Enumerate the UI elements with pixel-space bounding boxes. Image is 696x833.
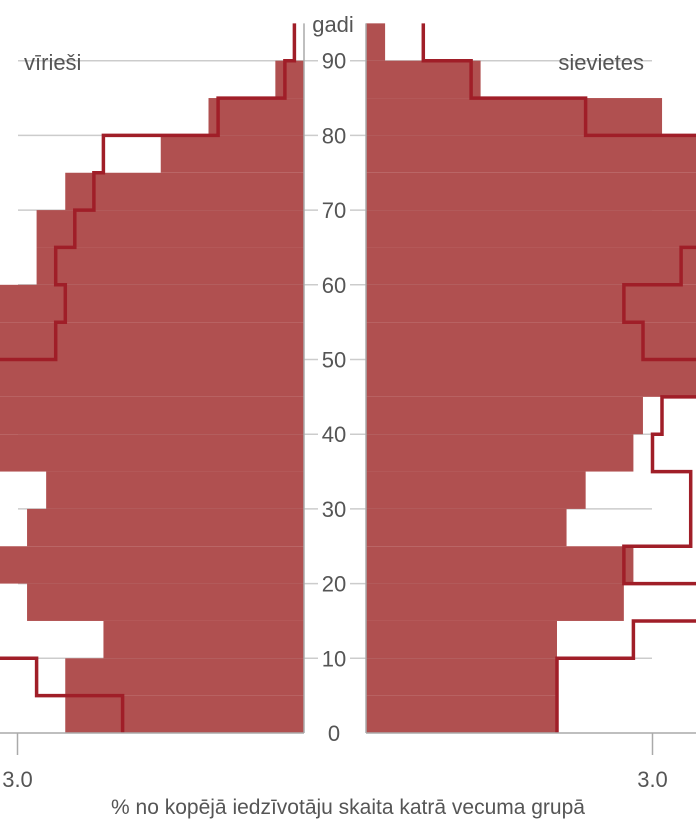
female-outline-line (421, 23, 696, 733)
female-bar-5 (366, 658, 557, 696)
male-bars (0, 60, 305, 733)
female-bar-55 (366, 284, 696, 323)
age-axis-title: gadi (312, 12, 354, 37)
male-bar-0 (65, 695, 304, 733)
male-bar-35 (0, 434, 304, 472)
age-tick-80: 80 (322, 123, 346, 148)
age-tick-70: 70 (322, 198, 346, 223)
female-bar-75 (366, 135, 696, 173)
female-bar-50 (366, 322, 696, 360)
age-tick-bg (318, 123, 350, 148)
age-tick-50: 50 (322, 348, 346, 373)
male-bar-10 (103, 620, 304, 659)
age-tick-bg (318, 721, 350, 745)
male-bar-25 (27, 508, 305, 547)
female-bar-65 (366, 210, 696, 248)
female-bar-20 (366, 546, 634, 584)
female-outline (421, 23, 696, 733)
male-bar-45 (0, 359, 304, 397)
female-bar-15 (366, 583, 624, 621)
female-bar-85 (366, 60, 481, 99)
age-tick-40: 40 (322, 422, 346, 447)
age-tick-bg (318, 198, 350, 223)
age-tick-bg (318, 272, 350, 297)
male-outline-line (0, 23, 297, 733)
age-tick-bg (318, 646, 350, 671)
female-bar-90 (366, 23, 386, 61)
female-bar-25 (366, 508, 567, 547)
male-bar-60 (36, 247, 304, 285)
age-tick-labels: 0 10 20 30 40 50 60 70 80 90 (312, 12, 356, 746)
male-bar-30 (46, 471, 305, 509)
female-bars (366, 23, 696, 733)
male-bar-20 (0, 546, 304, 584)
age-tick-bg (318, 347, 350, 372)
male-bar-85 (275, 60, 304, 99)
female-bar-60 (366, 247, 696, 285)
female-bar-45 (366, 359, 696, 397)
male-bar-15 (27, 583, 305, 621)
male-bar-40 (0, 396, 305, 435)
age-tick-90: 90 (322, 49, 346, 74)
male-bar-70 (65, 172, 304, 211)
female-bar-35 (366, 434, 634, 472)
age-tick-bg (318, 48, 350, 73)
female-bar-70 (366, 172, 696, 211)
male-bar-80 (208, 98, 304, 136)
female-bar-40 (366, 396, 643, 435)
age-tick-bg (318, 422, 350, 447)
female-bar-80 (366, 98, 663, 136)
x-axis: 6.03.03.06.0 (0, 23, 696, 792)
age-tick-0: 0 (328, 721, 340, 746)
female-bar-30 (366, 471, 586, 509)
female-bar-0 (366, 695, 557, 733)
age-tick-bg (318, 571, 350, 596)
male-bar-65 (36, 210, 304, 248)
male-bar-50 (0, 322, 304, 360)
male-bar-55 (0, 284, 304, 323)
male-bar-5 (65, 658, 304, 696)
x-axis-title: % no kopējā iedzīvotāju skaita katrā vec… (111, 796, 585, 819)
male-label: vīrieši (24, 50, 81, 75)
x-tick-label: 3.0 (2, 767, 33, 792)
x-tick-label: 3.0 (637, 767, 668, 792)
female-label: sievietes (558, 50, 644, 75)
age-tick-10: 10 (322, 646, 346, 671)
male-outline (0, 23, 297, 733)
female-bar-10 (366, 620, 557, 659)
male-bar-75 (160, 135, 304, 173)
age-tick-60: 60 (322, 273, 346, 298)
age-title-bg (312, 12, 356, 36)
age-tick-bg (318, 496, 350, 521)
age-tick-20: 20 (322, 572, 346, 597)
age-tick-30: 30 (322, 497, 346, 522)
